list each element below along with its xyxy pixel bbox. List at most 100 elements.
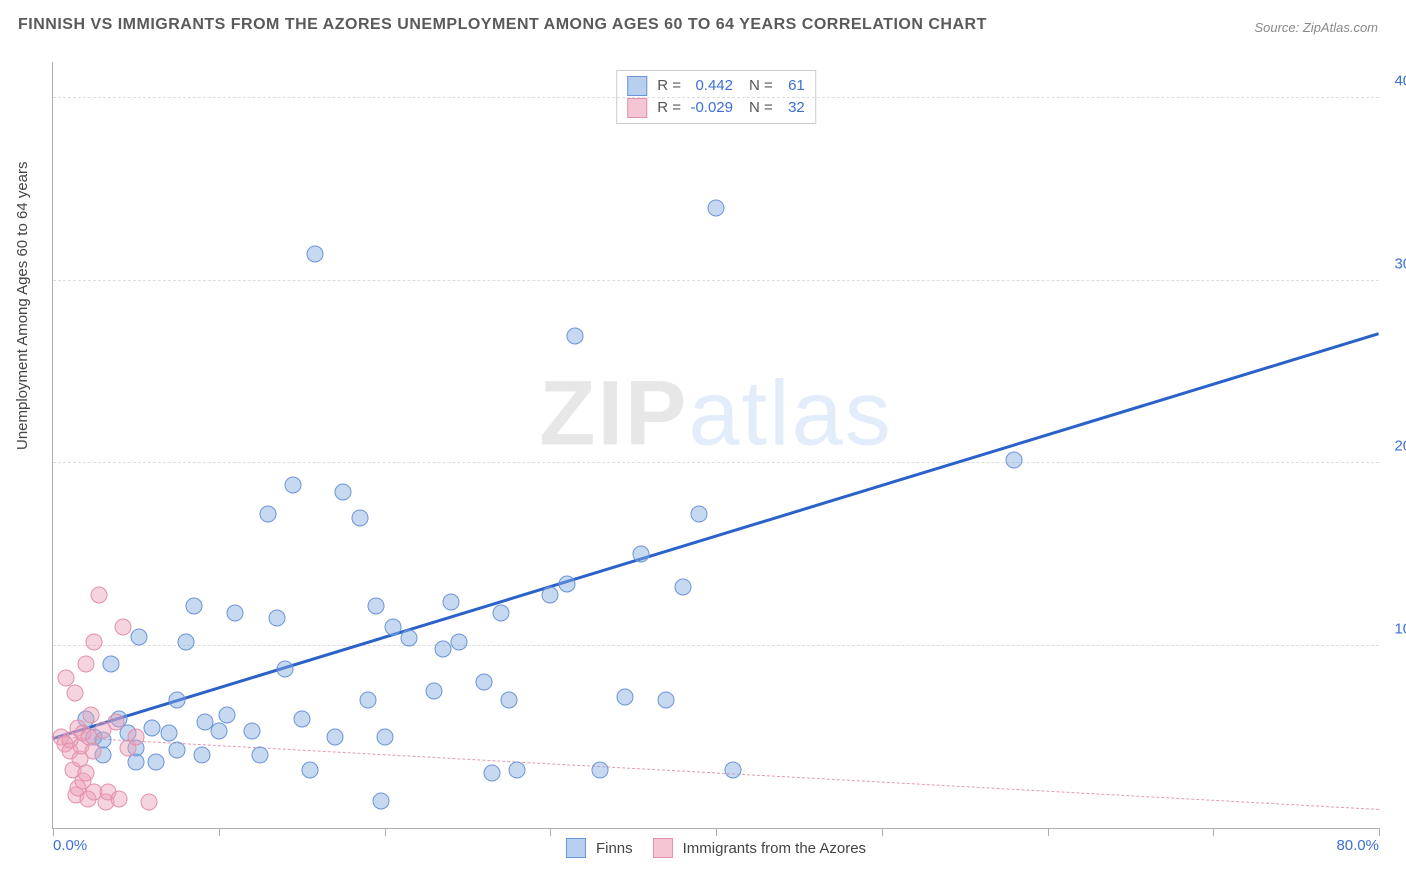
xtick <box>219 828 220 836</box>
source-attribution: Source: ZipAtlas.com <box>1254 20 1378 35</box>
point-finns <box>127 754 144 771</box>
plot-area: ZIPatlas R =0.442N =61R =-0.029N =32 Fin… <box>52 62 1379 829</box>
legend-item-azores: Immigrants from the Azores <box>653 838 866 858</box>
point-finns <box>131 628 148 645</box>
point-finns <box>451 633 468 650</box>
n-value-azores: 32 <box>779 97 805 119</box>
r-value-finns: 0.442 <box>687 75 733 97</box>
point-finns <box>484 765 501 782</box>
xtick <box>550 828 551 836</box>
point-finns <box>194 747 211 764</box>
xtick <box>1048 828 1049 836</box>
point-finns <box>691 506 708 523</box>
n-label: N = <box>749 97 773 119</box>
point-finns <box>301 761 318 778</box>
point-finns <box>509 761 526 778</box>
point-finns <box>708 199 725 216</box>
point-finns <box>161 725 178 742</box>
stats-row-azores: R = -0.029 N = 32 <box>627 97 805 119</box>
ytick-label: 20.0% <box>1394 438 1406 455</box>
point-finns <box>306 245 323 262</box>
point-finns <box>426 683 443 700</box>
point-finns <box>674 579 691 596</box>
xtick <box>385 828 386 836</box>
xtick-label: 80.0% <box>1336 837 1379 854</box>
point-finns <box>500 692 517 709</box>
point-azores <box>127 728 144 745</box>
gridline <box>53 645 1379 646</box>
ytick-label: 30.0% <box>1394 255 1406 272</box>
point-finns <box>658 692 675 709</box>
r-value-azores: -0.029 <box>687 97 733 119</box>
watermark-text-a: ZIP <box>539 363 688 465</box>
point-finns <box>442 593 459 610</box>
xtick <box>1379 828 1380 836</box>
point-finns <box>633 546 650 563</box>
point-finns <box>1006 451 1023 468</box>
point-finns <box>368 597 385 614</box>
point-finns <box>359 692 376 709</box>
point-azores <box>86 633 103 650</box>
xtick <box>53 828 54 836</box>
point-finns <box>147 754 164 771</box>
ytick-label: 40.0% <box>1394 73 1406 90</box>
point-finns <box>724 761 741 778</box>
legend-label-finns: Finns <box>596 840 633 857</box>
series-legend: Finns Immigrants from the Azores <box>566 838 866 858</box>
point-finns <box>335 484 352 501</box>
point-finns <box>177 633 194 650</box>
point-finns <box>277 661 294 678</box>
point-finns <box>293 710 310 727</box>
point-azores <box>78 655 95 672</box>
point-finns <box>567 327 584 344</box>
watermark: ZIPatlas <box>539 362 892 467</box>
xtick <box>716 828 717 836</box>
legend-label-azores: Immigrants from the Azores <box>683 840 866 857</box>
point-finns <box>210 723 227 740</box>
point-azores <box>141 794 158 811</box>
xtick <box>882 828 883 836</box>
point-finns <box>260 506 277 523</box>
point-azores <box>107 714 124 731</box>
swatch-azores <box>627 98 647 118</box>
point-finns <box>542 586 559 603</box>
gridline <box>53 97 1379 98</box>
point-azores <box>114 619 131 636</box>
r-label: R = <box>657 75 681 97</box>
point-finns <box>384 619 401 636</box>
point-finns <box>475 674 492 691</box>
ytick-label: 10.0% <box>1394 620 1406 637</box>
point-azores <box>78 765 95 782</box>
point-finns <box>103 655 120 672</box>
point-azores <box>66 685 83 702</box>
point-finns <box>326 728 343 745</box>
point-azores <box>84 743 101 760</box>
chart-title: FINNISH VS IMMIGRANTS FROM THE AZORES UN… <box>18 16 987 34</box>
n-label: N = <box>749 75 773 97</box>
point-finns <box>376 728 393 745</box>
point-finns <box>616 688 633 705</box>
legend-item-finns: Finns <box>566 838 633 858</box>
xtick <box>1213 828 1214 836</box>
gridline <box>53 462 1379 463</box>
swatch-finns <box>627 76 647 96</box>
point-finns <box>169 692 186 709</box>
point-finns <box>285 477 302 494</box>
point-finns <box>185 597 202 614</box>
point-finns <box>243 723 260 740</box>
point-finns <box>591 761 608 778</box>
stats-row-finns: R = 0.442 N = 61 <box>627 75 805 97</box>
n-value-finns: 61 <box>779 75 805 97</box>
point-finns <box>219 706 236 723</box>
point-finns <box>373 792 390 809</box>
point-finns <box>351 509 368 526</box>
gridline <box>53 280 1379 281</box>
point-finns <box>268 610 285 627</box>
trendline-azores <box>53 736 1379 810</box>
point-azores <box>91 586 108 603</box>
yaxis-label: Unemployment Among Ages 60 to 64 years <box>14 161 31 450</box>
point-finns <box>401 630 418 647</box>
r-label: R = <box>657 97 681 119</box>
point-finns <box>492 604 509 621</box>
legend-swatch-azores <box>653 838 673 858</box>
